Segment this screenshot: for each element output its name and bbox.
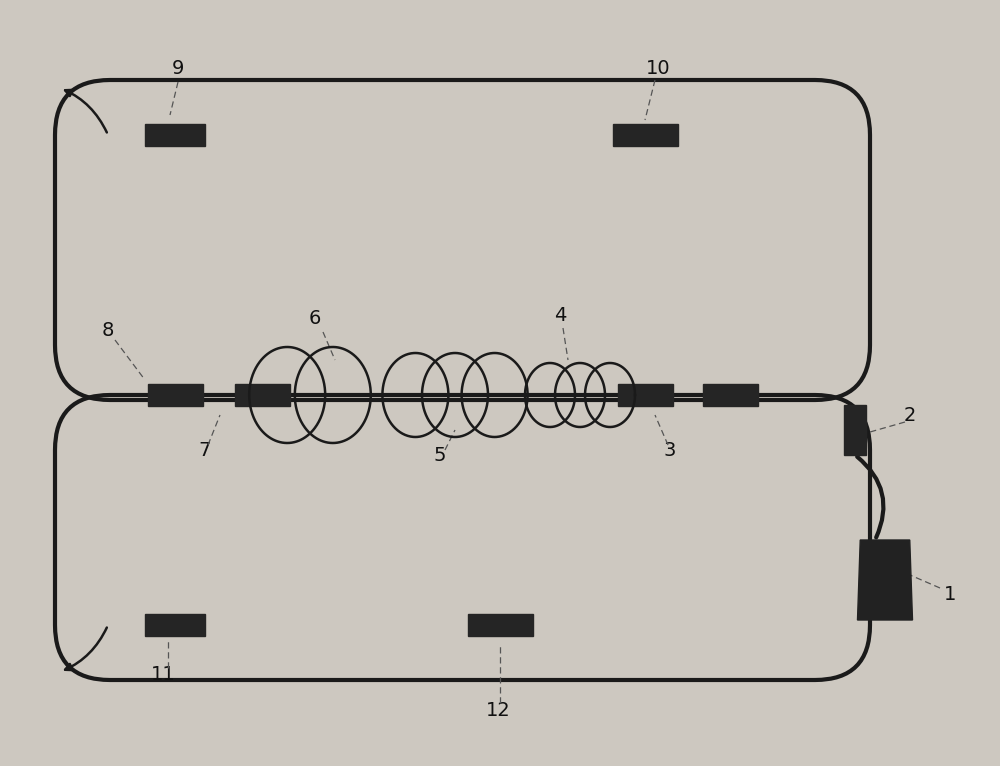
Text: 5: 5 [434,446,446,464]
Text: 7: 7 [199,440,211,460]
Bar [618,384,672,406]
Text: 11: 11 [151,666,175,685]
Text: 9: 9 [172,58,184,77]
Text: 1: 1 [944,585,956,604]
Bar [702,384,758,406]
Bar [148,384,203,406]
Bar [612,124,678,146]
Text: 12: 12 [486,700,510,719]
Bar [145,614,205,636]
Text: 2: 2 [904,405,916,424]
Bar [145,124,205,146]
Bar [844,405,866,455]
Polygon shape [858,540,912,620]
Text: 6: 6 [309,309,321,328]
Text: 8: 8 [102,320,114,339]
Text: 4: 4 [554,306,566,325]
Text: 10: 10 [646,58,670,77]
Text: 3: 3 [664,440,676,460]
Bar [468,614,532,636]
Bar [235,384,290,406]
